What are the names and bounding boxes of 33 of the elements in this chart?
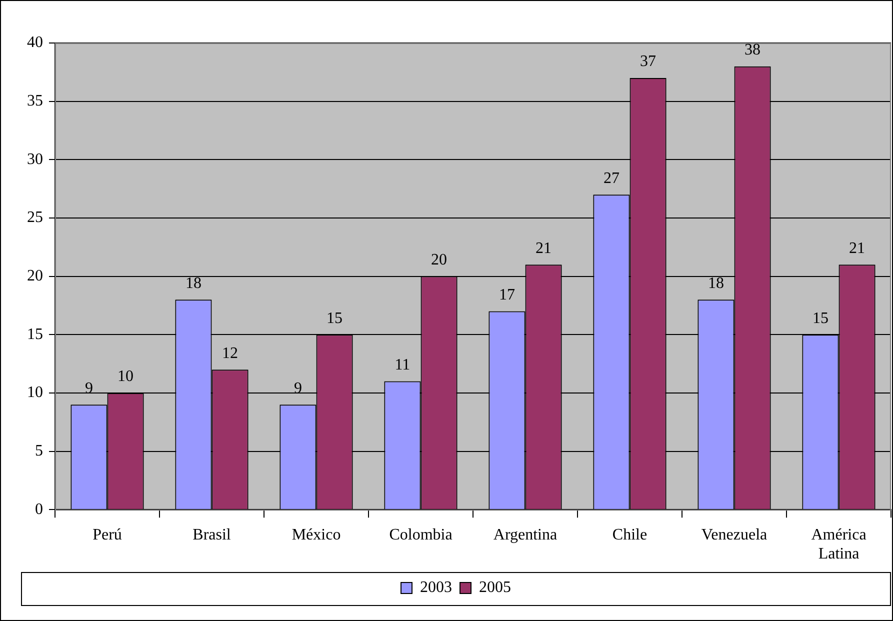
y-tick-label: 0 xyxy=(35,500,43,518)
data-label: 37 xyxy=(640,53,656,70)
x-tick-label: Venezuela xyxy=(701,526,768,544)
data-label: 15 xyxy=(812,310,828,327)
data-label: 27 xyxy=(603,170,620,187)
x-tick-label: Chile xyxy=(612,526,648,544)
data-label: 21 xyxy=(849,240,866,257)
data-label: 38 xyxy=(744,42,761,59)
x-tick-label: Perú xyxy=(92,526,122,544)
data-label: 18 xyxy=(708,274,724,292)
data-label: 11 xyxy=(394,356,410,374)
y-tick-label: 25 xyxy=(27,209,43,226)
x-tick-label: América Latina xyxy=(811,526,866,563)
y-tick-label: 15 xyxy=(27,326,43,343)
y-tick-label: 5 xyxy=(35,442,43,460)
data-label: 18 xyxy=(185,274,202,292)
y-tick-label: 35 xyxy=(27,92,43,110)
data-label: 12 xyxy=(222,344,238,362)
legend-label: 2003 xyxy=(420,579,452,596)
data-label: 17 xyxy=(498,286,515,304)
x-tick-label: Colombia xyxy=(389,526,452,544)
y-tick-label: 10 xyxy=(27,384,43,402)
y-tick-label: 40 xyxy=(27,34,43,52)
data-label: 20 xyxy=(431,252,448,269)
data-label: 21 xyxy=(536,240,552,257)
y-tick-label: 20 xyxy=(27,268,43,285)
x-tick-label: Brasil xyxy=(192,526,232,544)
data-label: 10 xyxy=(118,368,134,386)
legend-label: 2005 xyxy=(479,579,511,596)
x-tick-label: Argentina xyxy=(493,526,558,544)
data-label: 15 xyxy=(326,310,343,327)
y-tick-label: 30 xyxy=(27,150,43,168)
x-tick-label: México xyxy=(292,526,341,544)
